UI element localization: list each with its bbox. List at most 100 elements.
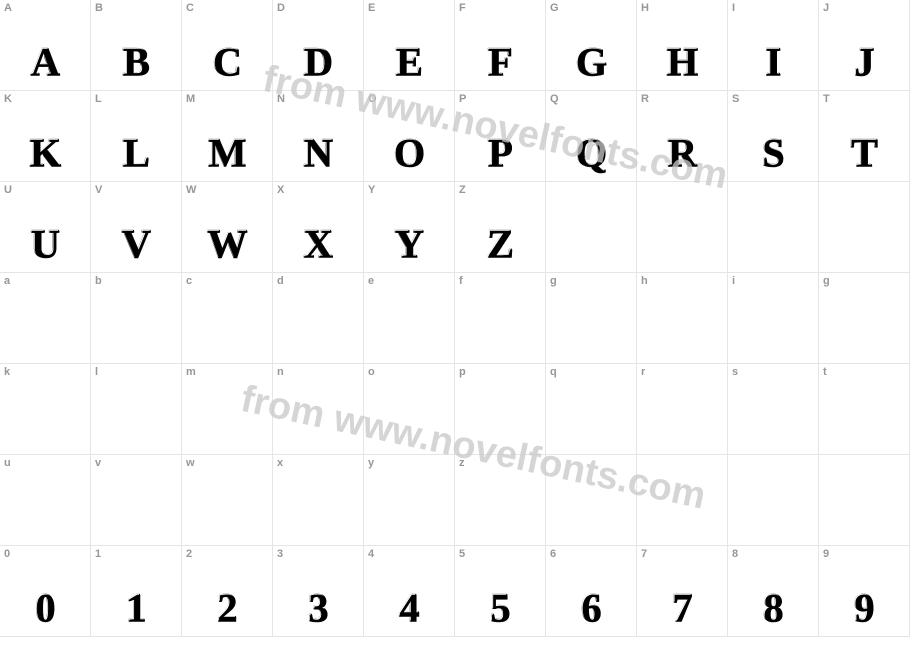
cell-label: c bbox=[186, 275, 192, 287]
glyph-cell: 99 bbox=[819, 546, 909, 636]
glyph-display: R bbox=[668, 133, 697, 173]
glyph-cell: EE bbox=[364, 0, 454, 90]
glyph-cell: x bbox=[273, 455, 363, 545]
cell-label: L bbox=[95, 93, 102, 105]
cell-label: H bbox=[641, 2, 649, 14]
glyph-cell: d bbox=[273, 273, 363, 363]
cell-label: i bbox=[732, 275, 735, 287]
cell-label: o bbox=[368, 366, 375, 378]
glyph-cell: JJ bbox=[819, 0, 909, 90]
cell-label: g bbox=[550, 275, 557, 287]
glyph-display: 5 bbox=[490, 588, 510, 628]
glyph-cell: e bbox=[364, 273, 454, 363]
cell-label: x bbox=[277, 457, 283, 469]
glyph-cell: MM bbox=[182, 91, 272, 181]
cell-label: 7 bbox=[641, 548, 647, 560]
glyph-cell: YY bbox=[364, 182, 454, 272]
glyph-cell: t bbox=[819, 364, 909, 454]
glyph-cell: FF bbox=[455, 0, 545, 90]
cell-label: V bbox=[95, 184, 102, 196]
cell-label: 4 bbox=[368, 548, 374, 560]
cell-label: M bbox=[186, 93, 195, 105]
cell-label: r bbox=[641, 366, 645, 378]
glyph-display: 8 bbox=[763, 588, 783, 628]
glyph-display: 2 bbox=[217, 588, 237, 628]
glyph-display: X bbox=[304, 224, 333, 264]
glyph-cell: q bbox=[546, 364, 636, 454]
glyph-cell: v bbox=[91, 455, 181, 545]
cell-label: G bbox=[550, 2, 559, 14]
glyph-cell: l bbox=[91, 364, 181, 454]
glyph-display: V bbox=[122, 224, 151, 264]
glyph-display: 6 bbox=[581, 588, 601, 628]
glyph-display: C bbox=[213, 42, 242, 82]
cell-label: E bbox=[368, 2, 375, 14]
glyph-cell: 00 bbox=[0, 546, 90, 636]
glyph-display: I bbox=[765, 42, 781, 82]
character-map-grid: AABBCCDDEEFFGGHHIIJJKKLLMMNNOOPPQQRRSSTT… bbox=[0, 0, 910, 637]
glyph-cell: n bbox=[273, 364, 363, 454]
glyph-cell: k bbox=[0, 364, 90, 454]
glyph-display: 4 bbox=[399, 588, 419, 628]
cell-label: Q bbox=[550, 93, 559, 105]
empty-cell bbox=[546, 182, 636, 272]
cell-label: R bbox=[641, 93, 649, 105]
glyph-display: A bbox=[31, 42, 60, 82]
glyph-cell: b bbox=[91, 273, 181, 363]
cell-label: 9 bbox=[823, 548, 829, 560]
glyph-cell: HH bbox=[637, 0, 727, 90]
cell-label: h bbox=[641, 275, 648, 287]
cell-label: a bbox=[4, 275, 10, 287]
cell-label: N bbox=[277, 93, 285, 105]
empty-cell bbox=[728, 182, 818, 272]
glyph-display: O bbox=[393, 133, 424, 173]
glyph-display: 3 bbox=[308, 588, 328, 628]
glyph-cell: II bbox=[728, 0, 818, 90]
cell-label: P bbox=[459, 93, 466, 105]
glyph-cell: u bbox=[0, 455, 90, 545]
glyph-cell: c bbox=[182, 273, 272, 363]
glyph-cell: 33 bbox=[273, 546, 363, 636]
cell-label: W bbox=[186, 184, 196, 196]
glyph-display: T bbox=[851, 133, 878, 173]
cell-label: C bbox=[186, 2, 194, 14]
glyph-display: J bbox=[854, 42, 874, 82]
glyph-display: 0 bbox=[35, 588, 55, 628]
empty-cell bbox=[728, 455, 818, 545]
glyph-display: Y bbox=[395, 224, 424, 264]
glyph-display: N bbox=[304, 133, 333, 173]
glyph-cell: WW bbox=[182, 182, 272, 272]
cell-label: m bbox=[186, 366, 196, 378]
glyph-cell: h bbox=[637, 273, 727, 363]
cell-label: s bbox=[732, 366, 738, 378]
glyph-cell: 66 bbox=[546, 546, 636, 636]
glyph-cell: DD bbox=[273, 0, 363, 90]
glyph-cell: BB bbox=[91, 0, 181, 90]
cell-label: b bbox=[95, 275, 102, 287]
glyph-display: Q bbox=[575, 133, 606, 173]
cell-label: w bbox=[186, 457, 195, 469]
cell-label: B bbox=[95, 2, 103, 14]
glyph-cell: TT bbox=[819, 91, 909, 181]
cell-label: Y bbox=[368, 184, 375, 196]
glyph-cell: r bbox=[637, 364, 727, 454]
glyph-cell: VV bbox=[91, 182, 181, 272]
cell-label: 3 bbox=[277, 548, 283, 560]
glyph-display: H bbox=[666, 42, 697, 82]
glyph-cell: QQ bbox=[546, 91, 636, 181]
glyph-cell: 88 bbox=[728, 546, 818, 636]
cell-label: J bbox=[823, 2, 829, 14]
cell-label: e bbox=[368, 275, 374, 287]
glyph-display: U bbox=[31, 224, 60, 264]
cell-label: k bbox=[4, 366, 10, 378]
cell-label: 6 bbox=[550, 548, 556, 560]
glyph-cell: 44 bbox=[364, 546, 454, 636]
cell-label: Z bbox=[459, 184, 466, 196]
cell-label: A bbox=[4, 2, 12, 14]
glyph-cell: LL bbox=[91, 91, 181, 181]
cell-label: F bbox=[459, 2, 466, 14]
cell-label: 2 bbox=[186, 548, 192, 560]
glyph-display: E bbox=[396, 42, 423, 82]
glyph-cell: m bbox=[182, 364, 272, 454]
cell-label: v bbox=[95, 457, 101, 469]
